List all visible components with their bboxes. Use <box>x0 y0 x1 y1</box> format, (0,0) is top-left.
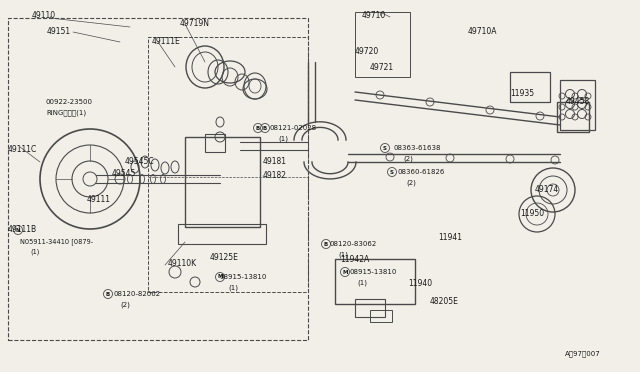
Text: S: S <box>383 145 387 151</box>
Text: 49721: 49721 <box>370 62 394 71</box>
Text: 49174: 49174 <box>535 185 559 193</box>
Text: 08120-83062: 08120-83062 <box>330 241 377 247</box>
Text: (1): (1) <box>30 249 40 255</box>
Text: 08121-02028: 08121-02028 <box>270 125 317 131</box>
Text: 48205E: 48205E <box>430 298 459 307</box>
Text: (2): (2) <box>120 302 130 308</box>
Bar <box>205 134 225 152</box>
Text: 08915-13810: 08915-13810 <box>350 269 397 275</box>
Bar <box>178 224 266 244</box>
Text: 49458: 49458 <box>566 97 590 106</box>
Text: (1): (1) <box>357 280 367 286</box>
Text: S: S <box>390 170 394 174</box>
Text: 49720: 49720 <box>355 48 380 57</box>
Text: 49111B: 49111B <box>8 225 37 234</box>
Text: 49111: 49111 <box>87 196 111 205</box>
Text: M: M <box>342 269 348 275</box>
Text: 49110K: 49110K <box>168 260 197 269</box>
Text: 49111C: 49111C <box>8 144 37 154</box>
Bar <box>355 299 385 317</box>
Text: 49545: 49545 <box>112 170 136 179</box>
Text: 49125E: 49125E <box>210 253 239 262</box>
Text: 49719N: 49719N <box>180 19 210 28</box>
Text: 11940: 11940 <box>408 279 432 289</box>
Circle shape <box>83 172 97 186</box>
Text: B: B <box>263 125 267 131</box>
Text: RINGリング(1): RINGリング(1) <box>46 110 86 116</box>
Text: 08363-61638: 08363-61638 <box>393 145 440 151</box>
Text: 49710A: 49710A <box>468 28 497 36</box>
Text: A・97・007: A・97・007 <box>565 351 601 357</box>
Text: 00922-23500: 00922-23500 <box>46 99 93 105</box>
Bar <box>148 37 308 292</box>
Text: 49710: 49710 <box>362 10 387 19</box>
Text: (2): (2) <box>406 180 416 186</box>
Text: N05911-34410 [0879-: N05911-34410 [0879- <box>20 238 93 246</box>
Bar <box>560 80 595 130</box>
Text: 49181: 49181 <box>263 157 287 167</box>
Text: (1): (1) <box>278 136 288 142</box>
Text: 08915-13810: 08915-13810 <box>220 274 268 280</box>
Text: 49151: 49151 <box>47 28 71 36</box>
Text: (2): (2) <box>403 156 413 162</box>
Bar <box>185 137 260 227</box>
Text: 08360-61826: 08360-61826 <box>398 169 445 175</box>
Bar <box>510 72 550 102</box>
Text: 11950: 11950 <box>520 209 544 218</box>
Text: B: B <box>256 125 260 131</box>
Text: 49182: 49182 <box>263 171 287 180</box>
Text: 11935: 11935 <box>510 90 534 99</box>
Text: B: B <box>324 241 328 247</box>
Bar <box>8 18 308 340</box>
Text: N: N <box>16 228 20 232</box>
Text: 11941: 11941 <box>438 232 462 241</box>
Text: M: M <box>217 275 223 279</box>
Bar <box>370 310 392 322</box>
Text: 08120-82062: 08120-82062 <box>113 291 160 297</box>
Text: 49111E: 49111E <box>152 36 180 45</box>
Text: 49110: 49110 <box>32 10 56 19</box>
Text: 49545C: 49545C <box>125 157 155 167</box>
Text: B: B <box>106 292 110 296</box>
Bar <box>335 259 415 304</box>
Circle shape <box>547 184 559 196</box>
Bar <box>557 102 589 132</box>
Text: (1): (1) <box>228 285 238 291</box>
Text: (1): (1) <box>338 252 348 258</box>
Bar <box>355 12 410 77</box>
Text: 11942A: 11942A <box>340 256 369 264</box>
